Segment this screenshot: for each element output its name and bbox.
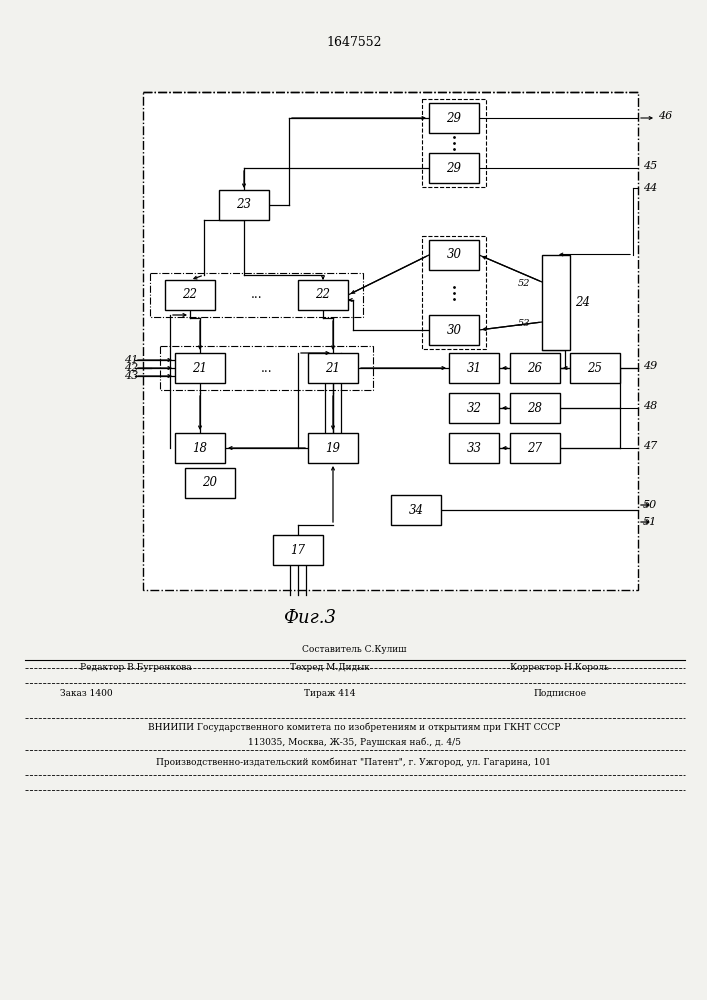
Bar [273,535,323,565]
Text: 17: 17 [291,544,305,556]
Bar [165,280,215,310]
Bar [449,353,499,383]
Text: 23: 23 [237,198,252,212]
Bar [542,254,570,350]
Text: Составитель С.Кулиш: Составитель С.Кулиш [302,646,407,654]
Bar [510,393,560,423]
Text: 46: 46 [658,111,672,121]
Text: 44: 44 [643,183,658,193]
Text: 1647552: 1647552 [326,36,382,49]
Bar [298,280,348,310]
Text: 31: 31 [467,361,481,374]
Text: 41: 41 [124,355,138,365]
Text: 21: 21 [192,361,207,374]
Text: 29: 29 [447,111,462,124]
Bar [391,495,441,525]
Text: ...: ... [251,288,262,302]
Bar [143,92,638,590]
Text: 24: 24 [575,296,590,308]
Bar [308,433,358,463]
Text: Подписное: Подписное [534,688,587,698]
Text: 52: 52 [518,279,530,288]
Text: 53: 53 [518,320,530,328]
Text: 28: 28 [527,401,542,414]
Text: 22: 22 [315,288,330,302]
Text: 43: 43 [124,371,138,381]
Text: 20: 20 [202,477,218,489]
Bar [308,353,358,383]
Text: 42: 42 [124,363,138,373]
Bar [150,273,363,317]
Text: 32: 32 [467,401,481,414]
Text: Техред М.Дидык: Техред М.Дидык [290,664,370,672]
Bar [570,353,620,383]
Text: Тираж 414: Тираж 414 [304,688,356,698]
Bar [429,315,479,345]
Text: 47: 47 [643,441,658,451]
Text: Редактор В.Бугренкова: Редактор В.Бугренкова [80,664,192,672]
Text: 26: 26 [527,361,542,374]
Text: 30: 30 [447,324,462,336]
Bar [422,236,486,349]
Text: 33: 33 [467,442,481,454]
Text: Фиг.3: Фиг.3 [284,609,337,627]
Text: ...: ... [261,361,272,374]
Text: 22: 22 [182,288,197,302]
Bar [510,433,560,463]
Text: 113035, Москва, Ж-35, Раушская наб., д. 4/5: 113035, Москва, Ж-35, Раушская наб., д. … [247,737,460,747]
Text: ВНИИПИ Государственного комитета по изобретениям и открытиям при ГКНТ СССР: ВНИИПИ Государственного комитета по изоб… [148,722,560,732]
Bar [175,353,225,383]
Text: 21: 21 [325,361,341,374]
Text: Производственно-издательский комбинат "Патент", г. Ужгород, ул. Гагарина, 101: Производственно-издательский комбинат "П… [156,757,551,767]
Text: 49: 49 [643,361,658,371]
Bar [185,468,235,498]
Text: 34: 34 [409,504,423,516]
Bar [422,99,486,187]
Text: 45: 45 [643,161,658,171]
Bar [175,433,225,463]
Bar [429,103,479,133]
Text: Заказ 1400: Заказ 1400 [60,688,112,698]
Text: 51: 51 [643,517,658,527]
Text: 19: 19 [325,442,341,454]
Bar [449,433,499,463]
Text: 25: 25 [588,361,602,374]
Bar [219,190,269,220]
Text: 30: 30 [447,248,462,261]
Bar [449,393,499,423]
Text: 27: 27 [527,442,542,454]
Bar [160,346,373,390]
Text: 29: 29 [447,161,462,174]
Text: 50: 50 [643,500,658,510]
Bar [510,353,560,383]
Bar [429,153,479,183]
Text: 48: 48 [643,401,658,411]
Text: Корректор Н.Король: Корректор Н.Король [510,664,609,672]
Text: 18: 18 [192,442,207,454]
Bar [429,240,479,270]
